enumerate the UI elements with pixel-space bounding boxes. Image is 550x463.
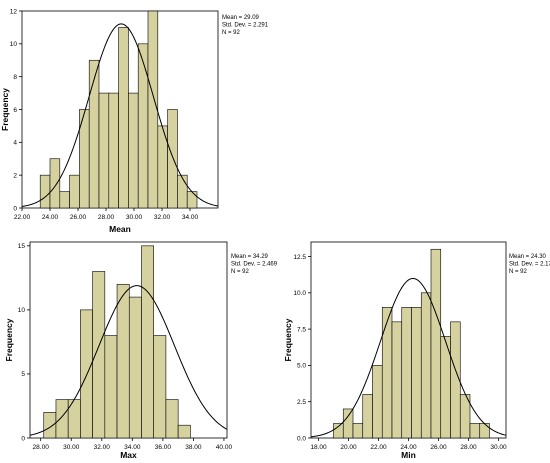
histogram-bar [88, 59, 100, 209]
normal-curve [29, 285, 228, 436]
histogram-mean: 22.00 24.00 26.00 28.00 30.00 32.00 34.00 0 2 4 6 8… [0, 8, 269, 234]
histogram-bar [118, 27, 129, 209]
x-tick-label: 30.00 [63, 444, 80, 451]
histogram-bar [43, 412, 57, 439]
histogram-bar [177, 424, 191, 439]
stats-line: Mean = 29.09 [222, 15, 260, 21]
histogram-bar [167, 109, 178, 209]
histogram-bar [108, 92, 119, 209]
stats-line: Mean = 24.30 [509, 254, 547, 260]
histogram-bar [92, 271, 106, 439]
y-axis-label: Frequency [4, 318, 14, 361]
histogram-bar [352, 423, 364, 439]
histogram-bar [411, 307, 422, 439]
stats-line: N = 92 [509, 269, 528, 275]
histogram-min: 18.00 20.00 22.00 24.00 26.00 28.00 30.00 0.0 2.… [283, 241, 550, 460]
histogram-bar [450, 321, 461, 439]
y-tick-label: 7.5 [297, 326, 306, 333]
y-tick-label: 5.0 [297, 363, 306, 370]
histogram-bar [342, 408, 354, 439]
histogram-bar [137, 43, 149, 209]
histogram-bar [186, 191, 198, 209]
histogram-bar [55, 399, 69, 439]
x-tick-label: 36.00 [155, 444, 172, 451]
histogram-bar [59, 191, 70, 209]
histogram-bar [333, 423, 344, 439]
x-tick-label: 32.00 [94, 444, 111, 451]
y-tick-label: 5 [21, 371, 25, 378]
y-tick-label: 6 [13, 107, 17, 114]
x-tick-label: 34.00 [182, 214, 199, 221]
x-tick-label: 24.00 [42, 214, 59, 221]
x-tick-label: 26.00 [70, 214, 87, 221]
stats-line: Std. Dev. = 2.469 [231, 262, 278, 268]
x-tick-label: 22.00 [14, 214, 31, 221]
y-tick-label: 10 [10, 41, 18, 48]
x-tick-label: 22.00 [370, 444, 387, 451]
y-tick-label: 2.5 [297, 399, 306, 406]
normal-curve [310, 277, 507, 438]
y-axis-label: Frequency [0, 88, 10, 131]
x-tick-label: 30.00 [126, 214, 143, 221]
histogram-bar [80, 309, 93, 439]
histogram-bar [116, 283, 130, 439]
x-tick-label: 26.00 [430, 444, 447, 451]
histogram-bar [401, 307, 412, 439]
y-tick-label: 8 [13, 74, 17, 81]
y-axis-label: Frequency [283, 318, 293, 361]
x-tick-label: 34.00 [124, 444, 141, 451]
y-tick-label: 0.0 [297, 435, 306, 442]
x-tick-label: 20.00 [340, 444, 357, 451]
y-tick-label: 10 [18, 307, 26, 314]
y-tick-label: 4 [13, 140, 17, 147]
histogram-bar [147, 10, 159, 209]
histogram-bar [128, 92, 139, 209]
x-axis-label: Min [401, 450, 416, 460]
y-tick-label: 0 [13, 205, 17, 212]
x-tick-label: 32.00 [154, 214, 171, 221]
histogram-bar [39, 174, 51, 209]
stats-line: Std. Dev. = 2.291 [222, 23, 269, 29]
stats-line: Mean = 34.29 [231, 254, 269, 260]
x-tick-label: 38.00 [185, 444, 202, 451]
histogram-bar [391, 321, 403, 439]
histogram-max: 28.00 30.00 32.00 34.00 36.00 38.00 40.00 0 5 10 1… [4, 241, 278, 460]
stats-line: N = 92 [222, 30, 241, 36]
x-tick-label: 28.00 [98, 214, 115, 221]
histogram-bar [153, 335, 167, 439]
normal-curve [21, 23, 219, 207]
histogram-bar [104, 335, 118, 439]
x-tick-label: 28.00 [33, 444, 50, 451]
x-tick-label: 40.00 [216, 444, 233, 451]
histogram-bar [69, 174, 80, 209]
y-tick-label: 0 [21, 435, 25, 442]
histogram-bar [177, 174, 188, 209]
histogram-bar [469, 423, 481, 439]
y-tick-label: 12 [10, 8, 18, 15]
y-tick-label: 15 [18, 243, 26, 250]
x-axis-label: Mean [109, 224, 131, 234]
histogram-bar [430, 248, 442, 439]
histogram-bar [362, 394, 373, 439]
x-axis-label: Max [120, 450, 137, 460]
x-tick-label: 30.00 [490, 444, 507, 451]
histogram-bar [372, 365, 383, 439]
histogram-bar [479, 423, 490, 439]
histogram-bar [98, 92, 110, 209]
histogram-bar [141, 245, 154, 439]
y-tick-label: 12.5 [293, 254, 306, 261]
stats-line: N = 92 [231, 269, 250, 275]
x-tick-label: 18.00 [310, 444, 327, 451]
y-tick-label: 2 [13, 172, 17, 179]
y-tick-label: 10.0 [293, 290, 306, 297]
x-tick-label: 28.00 [460, 444, 477, 451]
histogram-bar [381, 307, 393, 439]
histogram-bar [49, 158, 61, 209]
stats-line: Std. Dev. = 2.171 [509, 262, 550, 268]
x-tick-label: 24.00 [400, 444, 417, 451]
histogram-bar [165, 399, 179, 439]
histogram-bar [128, 296, 142, 439]
histogram-bar [420, 292, 432, 439]
